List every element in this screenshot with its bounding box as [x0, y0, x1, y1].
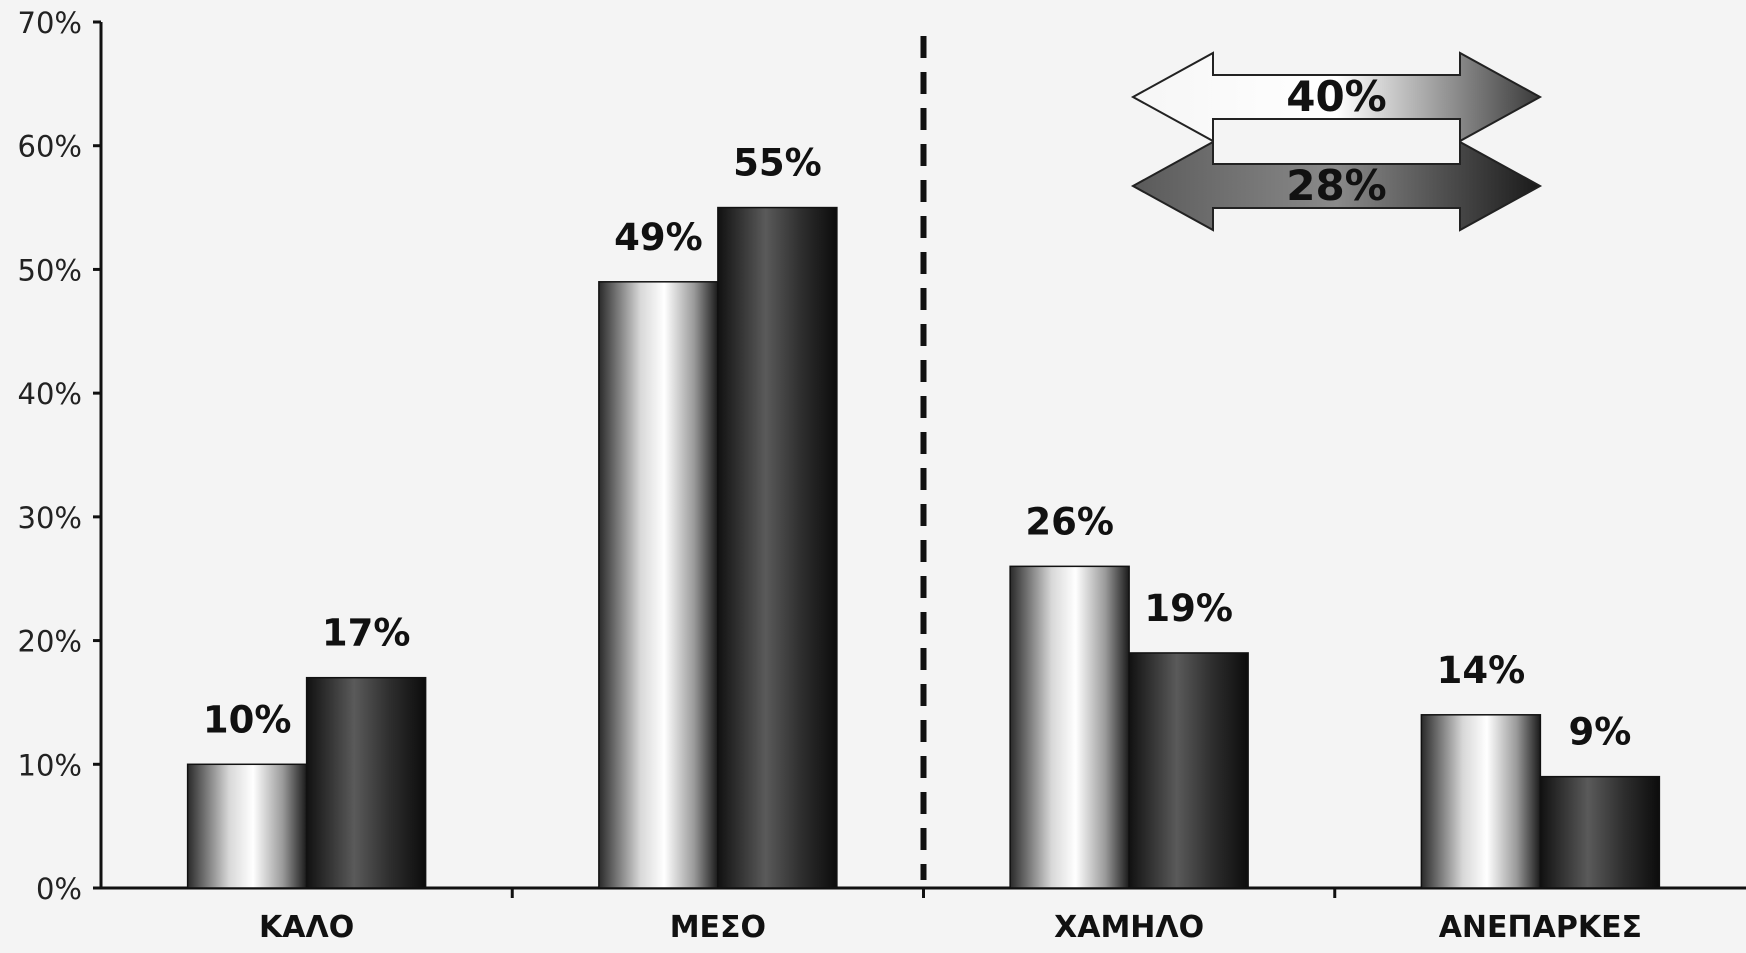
data-label: 10% — [203, 698, 292, 741]
annotation-label: 28% — [1286, 161, 1387, 210]
y-tick-label: 20% — [18, 625, 82, 659]
data-label: 9% — [1568, 711, 1631, 754]
bar — [598, 281, 719, 889]
bar — [717, 206, 838, 889]
bar — [1539, 775, 1661, 889]
axes: 0% 10% 20% 30% 40% 50% 60% 70% ΚΑΛΟ ΜΕΣΟ ΧΑΜΗΛΟ ΑΝΕ… — [18, 6, 1746, 945]
data-label: 49% — [614, 216, 703, 259]
x-tick-label: ΚΑΛΟ — [259, 910, 354, 945]
data-label: 26% — [1025, 500, 1114, 543]
double-arrow-icon — [1130, 140, 1543, 232]
bar — [1420, 714, 1542, 889]
y-tick-label: 70% — [18, 6, 82, 40]
x-tick-label: ΧΑΜΗΛΟ — [1054, 910, 1204, 945]
bar — [305, 676, 427, 889]
y-tick-label: 0% — [36, 872, 82, 906]
bar — [1128, 652, 1249, 889]
data-label: 14% — [1437, 649, 1526, 692]
x-tick-label: ΜΕΣΟ — [670, 910, 766, 945]
labels: 10% 17% 49% 55% 26% 19% 14% 9% — [203, 142, 1631, 754]
y-tick-label: 10% — [18, 748, 82, 782]
y-tick-label: 30% — [18, 501, 82, 535]
data-label: 19% — [1144, 587, 1233, 630]
annotation-label: 40% — [1286, 72, 1387, 121]
y-tick-label: 60% — [18, 130, 82, 164]
x-tick-label: ΑΝΕΠΑΡΚΕΣ — [1439, 910, 1642, 945]
y-tick-label: 50% — [18, 253, 82, 287]
y-tick-label: 40% — [18, 377, 82, 411]
annotations: 40% 28% — [1130, 51, 1543, 232]
double-arrow-icon — [1130, 51, 1543, 143]
bar — [186, 763, 308, 889]
data-label: 17% — [322, 612, 411, 655]
data-label: 55% — [733, 142, 822, 185]
bars — [186, 206, 1661, 889]
bar — [1009, 565, 1130, 889]
